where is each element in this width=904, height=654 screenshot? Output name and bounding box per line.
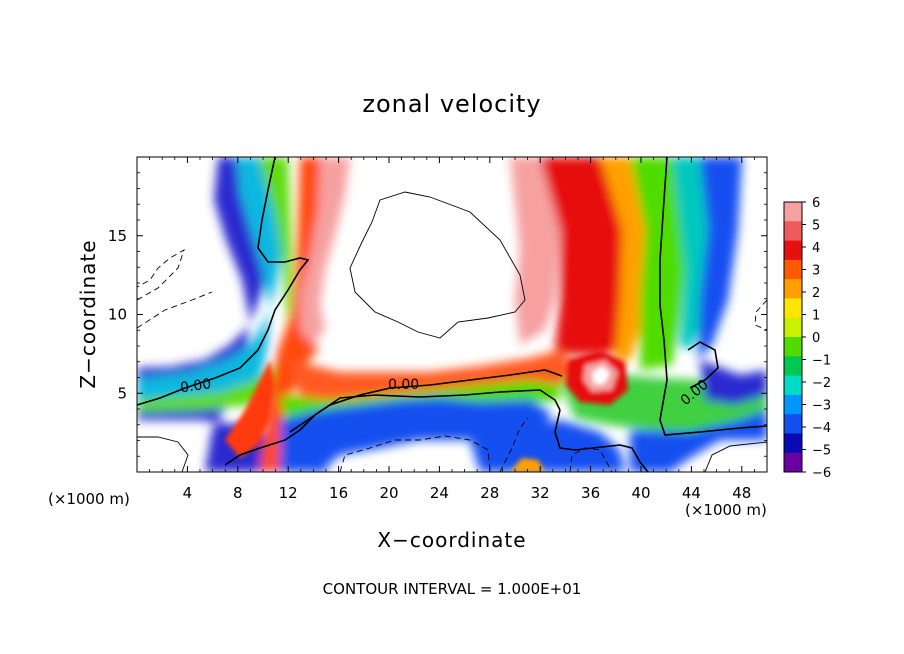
x-unit-label-left: (×1000 m) (48, 490, 130, 508)
colorbar-swatch-0 (784, 202, 802, 222)
contour-label-middle: 0.00 (388, 377, 419, 393)
x-axis-label: X−coordinate (377, 528, 526, 552)
colorbar-label-8: −2 (812, 376, 831, 391)
colorbar-swatch-3 (784, 259, 802, 280)
field-right-edge-blue (700, 360, 767, 405)
x-unit-label-right: (×1000 m) (685, 501, 767, 519)
field-bottom-blue (520, 420, 625, 472)
colorbar-swatch-8 (784, 356, 802, 377)
field-right-plume-orange (600, 157, 650, 365)
field-middle-band-red (290, 350, 580, 405)
colorbar-label-7: −1 (812, 354, 831, 369)
colorbar-swatch-9 (784, 375, 802, 396)
x-tick-label-0: 4 (183, 484, 193, 502)
velocity-field (137, 157, 767, 472)
y-axis-label: Z−coordinate (76, 239, 100, 388)
colorbar-swatch-11 (784, 414, 802, 434)
contour-labels: 0.00 0.00 0.00 (179, 376, 712, 409)
x-tick-label-5: 24 (430, 484, 449, 502)
contour-zero-bottom (554, 409, 649, 472)
colorbar-label-1: 5 (812, 219, 820, 234)
field-bottom-orange (510, 458, 545, 472)
contour-zero-lower-mid (289, 389, 561, 433)
colorbar-swatch-12 (784, 433, 802, 454)
contour-zero-middle (224, 369, 563, 466)
colorbar-swatch-13 (784, 452, 802, 473)
contour-dashed-bottom-3 (569, 447, 613, 472)
contour-zero-left (137, 157, 310, 406)
x-tick-label-7: 32 (531, 484, 550, 502)
x-axis-ticks: 4 8 12 16 20 24 28 32 36 40 44 48 (149, 157, 755, 502)
y-tick-label-1: 10 (108, 306, 127, 324)
x-tick-label-8: 36 (581, 484, 600, 502)
contour-thin-upper-loop (349, 191, 526, 339)
field-right-lower-blue (630, 410, 767, 472)
colorbar-label-0: 6 (812, 196, 820, 211)
colorbar-label-5: 1 (812, 309, 820, 324)
colorbar-label-9: −3 (812, 399, 831, 414)
contour-thin-lower-left (137, 436, 189, 472)
x-tick-label-2: 12 (279, 484, 298, 502)
field-core-white (592, 366, 610, 384)
field-lower-left-red (225, 360, 275, 458)
contour-dashed-bottom-2 (499, 417, 529, 472)
field-right-plume-blue (698, 157, 742, 360)
colorbar-label-3: 3 (812, 264, 820, 279)
colorbar-swatch-4 (784, 279, 802, 299)
x-tick-label-1: 8 (233, 484, 243, 502)
y-tick-label-0: 5 (117, 384, 127, 402)
colorbar-swatch-10 (784, 394, 802, 415)
colorbar-swatch-7 (784, 337, 802, 357)
contour-dashed-right-edge (754, 299, 767, 331)
x-tick-label-11: 48 (732, 484, 751, 502)
contour-label-left: 0.00 (179, 376, 212, 396)
colorbar-label-4: 2 (812, 286, 820, 301)
contour-zero-right (659, 157, 767, 436)
colorbar-swatch-2 (784, 240, 802, 261)
colorbar-label-12: −6 (812, 466, 831, 481)
x-tick-label-3: 16 (329, 484, 348, 502)
contour-thin-bottom-right (704, 441, 767, 472)
y-axis-ticks: 5 10 15 (108, 172, 767, 457)
colorbar-swatch-6 (784, 317, 802, 338)
colorbar-swatch-1 (784, 221, 802, 242)
contour-dashed-bottom (339, 435, 491, 472)
colorbar-label-11: −5 (812, 444, 831, 459)
colorbar-swatch-5 (784, 298, 802, 319)
field-left-plume-pink (300, 157, 350, 345)
chart-title: zonal velocity (362, 90, 541, 118)
contour-interval-note: CONTOUR INTERVAL = 1.000E+01 (323, 580, 582, 598)
x-tick-label-4: 20 (379, 484, 398, 502)
field-right-plume-pink (510, 157, 560, 345)
x-tick-label-10: 44 (682, 484, 701, 502)
x-tick-label-9: 40 (631, 484, 650, 502)
contour-zero-right-loop (687, 341, 719, 389)
colorbar-label-2: 4 (812, 241, 820, 256)
y-tick-label-2: 15 (108, 227, 127, 245)
contour-dashed-left-mid (137, 291, 213, 329)
colorbar-label-6: 0 (812, 331, 820, 346)
colorbar: 6 5 4 3 2 1 0 −1 −2 −3 −4 −5 −6 (783, 196, 831, 481)
x-tick-label-6: 28 (480, 484, 499, 502)
field-middle-band-blue (280, 398, 550, 472)
colorbar-label-10: −4 (812, 421, 831, 436)
contour-dashed-left-upper (137, 249, 185, 301)
